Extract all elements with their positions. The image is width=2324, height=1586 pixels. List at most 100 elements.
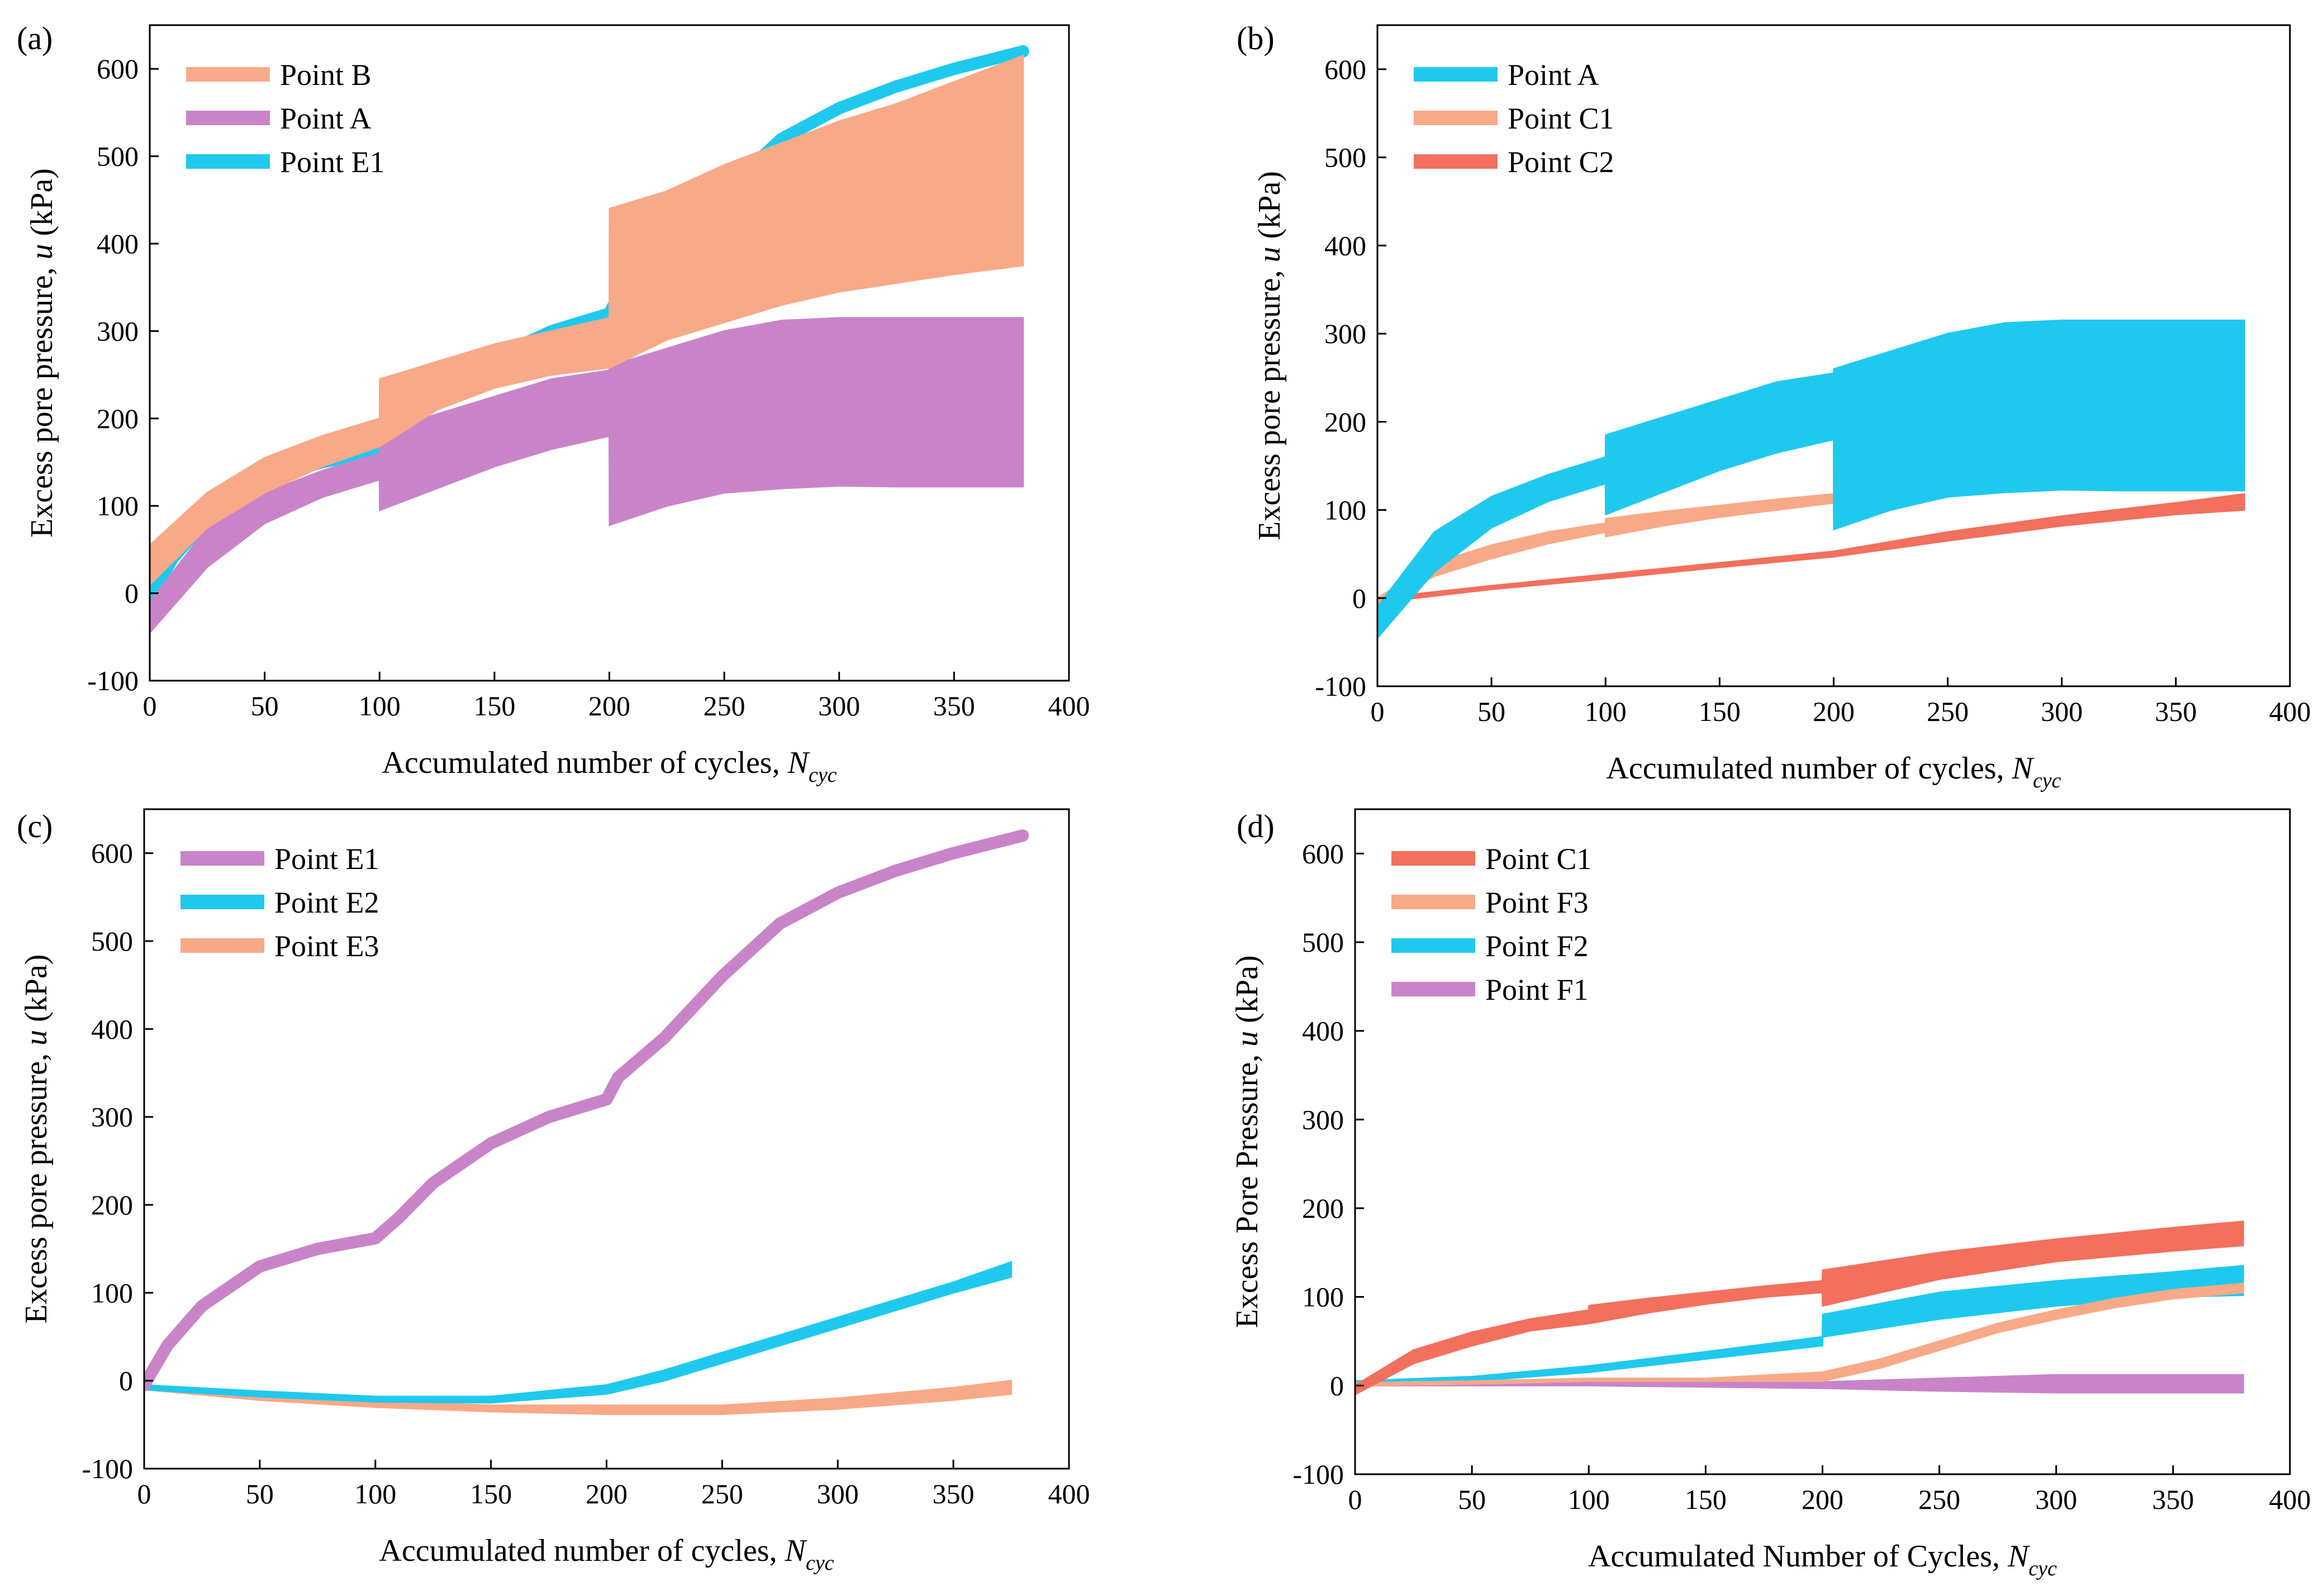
legend-label: Point B (280, 58, 372, 92)
legend-label: Point E1 (280, 145, 385, 179)
y-tick-label: 0 (1352, 582, 1366, 614)
x-tick-label: 350 (933, 1478, 975, 1509)
x-tick-label: 150 (1699, 696, 1741, 727)
y-axis-title-text: Excess pore pressure, (19, 1046, 54, 1324)
y-tick-label: 100 (91, 1277, 133, 1308)
x-axis-title: Accumulated number of cycles, Ncyc (379, 1533, 834, 1575)
x-tick-label: 300 (2035, 1484, 2077, 1515)
x-tick-label: 350 (2152, 1484, 2194, 1515)
panel-label: (c) (17, 808, 53, 844)
legend-label: Point E2 (274, 886, 379, 919)
y-tick-label: 600 (91, 838, 133, 869)
y-axis-title-var: u (1252, 246, 1287, 262)
x-tick-label: 100 (1568, 1484, 1610, 1515)
series-point-e1-line (144, 829, 1029, 1392)
y-axis-title-suffix: (kPa) (25, 168, 59, 244)
y-tick-label: -100 (87, 665, 139, 696)
x-axis-title: Accumulated number of cycles, Ncyc (382, 745, 837, 787)
x-tick-label: 400 (1048, 690, 1090, 721)
legend: Point B Point A Point E1 (186, 58, 385, 179)
x-tick-label: 50 (246, 1478, 274, 1509)
y-axis-title-suffix: (kPa) (1252, 171, 1287, 246)
legend-label: Point C1 (1508, 102, 1614, 135)
x-tick-label: 300 (2041, 696, 2083, 727)
y-axis-title-var: u (1230, 1031, 1265, 1047)
series-point-c2-band (1377, 493, 2245, 604)
y-tick-label: 200 (1324, 406, 1366, 438)
series-layer (1377, 319, 2245, 639)
series-point-e2-band (144, 1261, 1013, 1404)
y-axis-title-text: Excess pore pressure, (1252, 262, 1287, 540)
x-tick-label: 400 (1048, 1478, 1090, 1509)
legend-label: Point C1 (1485, 842, 1592, 876)
x-tick-label: 50 (251, 690, 279, 721)
y-axis-title-text: Excess Pore Pressure, (1230, 1047, 1265, 1328)
y-tick-label: 300 (1324, 318, 1366, 349)
x-axis-title: Accumulated Number of Cycles, Ncyc (1588, 1539, 2057, 1580)
x-axis-title-var: N (785, 1533, 807, 1568)
y-tick-label: 300 (91, 1101, 133, 1133)
x-axis-title-text: Accumulated number of cycles, (379, 1533, 785, 1568)
x-axis-title-text: Accumulated number of cycles, (382, 745, 787, 780)
y-tick-label: 200 (1302, 1193, 1344, 1224)
x-axis-title-sub: cyc (2028, 1557, 2057, 1580)
series-point-f3-band (1355, 1283, 2244, 1386)
x-tick-label: 250 (704, 690, 745, 721)
x-tick-label: 150 (1685, 1484, 1727, 1515)
legend-label: Point F1 (1485, 973, 1589, 1006)
x-tick-label: 200 (588, 690, 630, 721)
legend-label: Point F2 (1485, 929, 1589, 963)
legend: Point C1 Point F3 Point F2 Point F1 (1391, 842, 1592, 1006)
y-tick-label: 200 (91, 1189, 133, 1221)
x-tick-label: 300 (818, 690, 860, 721)
x-axis-title-var: N (2012, 751, 2035, 786)
x-tick-label: 50 (1477, 696, 1505, 727)
panel-label: (b) (1237, 20, 1275, 56)
y-axis-title-suffix: (kPa) (19, 955, 54, 1030)
chart-panel-d: 0 50 100 150 200 250 300 350 400-100010020030040… (1230, 808, 2311, 1580)
y-tick-label: 100 (97, 490, 139, 521)
y-tick-label: 500 (97, 141, 139, 172)
legend-label: Point E3 (274, 929, 379, 963)
x-tick-label: 100 (1585, 696, 1627, 727)
x-tick-label: 400 (2269, 696, 2311, 727)
y-tick-label: 300 (97, 315, 139, 346)
x-tick-label: 100 (359, 690, 401, 721)
x-tick-label: 250 (701, 1478, 743, 1509)
x-tick-label: 0 (137, 1478, 151, 1509)
y-tick-label: 200 (97, 403, 139, 434)
panel-label: (a) (17, 20, 53, 56)
y-tick-label: 0 (1330, 1370, 1344, 1401)
legend-label: Point F3 (1485, 886, 1589, 919)
x-tick-label: 150 (470, 1478, 512, 1509)
y-tick-label: 600 (1324, 54, 1366, 85)
y-tick-label: 600 (97, 53, 139, 84)
series-layer (144, 829, 1029, 1415)
chart-panel-a: 0 50 100 150 200 250 300 350 400-100010020030040… (17, 20, 1090, 787)
y-axis-title: Excess Pore Pressure, u (kPa) (1230, 955, 1265, 1328)
chart-panel-b: 0 50 100 150 200 250 300 350 400-100010020030040… (1237, 20, 2311, 792)
y-tick-label: 400 (91, 1013, 133, 1044)
series-layer (150, 45, 1029, 634)
y-tick-label: 300 (1302, 1104, 1344, 1135)
series-point-a-band (150, 317, 1024, 634)
x-axis-title-var: N (2007, 1539, 2030, 1574)
x-tick-label: 200 (586, 1478, 628, 1509)
y-tick-label: 500 (1302, 927, 1344, 958)
series-point-f2-band (1355, 1265, 2244, 1386)
y-tick-label: 500 (91, 925, 133, 957)
y-tick-label: -100 (82, 1453, 133, 1484)
y-tick-label: 400 (97, 228, 139, 259)
y-axis-title: Excess pore pressure, u (kPa) (25, 168, 59, 538)
x-axis-title-var: N (787, 745, 810, 780)
y-tick-label: 400 (1324, 230, 1366, 261)
x-tick-label: 400 (2269, 1484, 2311, 1515)
x-tick-label: 0 (1348, 1484, 1362, 1515)
x-tick-label: 200 (1802, 1484, 1843, 1515)
x-tick-label: 0 (1371, 696, 1385, 727)
legend-label: Point C2 (1508, 145, 1614, 179)
y-tick-label: 100 (1324, 495, 1366, 526)
chart-panel-c: 0 50 100 150 200 250 300 350 400-100010020030040… (17, 808, 1090, 1575)
x-tick-label: 350 (933, 690, 975, 721)
x-tick-label: 150 (473, 690, 515, 721)
